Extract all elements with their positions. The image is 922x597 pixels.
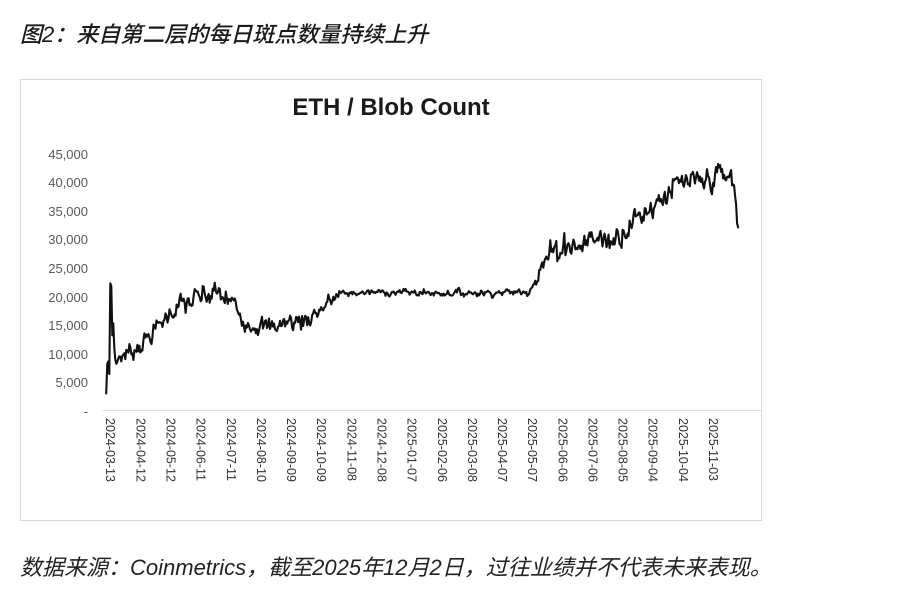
svg-text:2025-02-06: 2025-02-06 (435, 418, 449, 482)
svg-text:2025-11-03: 2025-11-03 (706, 418, 720, 481)
svg-text:2024-08-10: 2024-08-10 (254, 418, 268, 482)
svg-text:2025-07-06: 2025-07-06 (586, 418, 600, 482)
svg-text:2024-12-08: 2024-12-08 (375, 418, 389, 482)
svg-text:2024-05-12: 2024-05-12 (164, 418, 178, 482)
svg-text:2025-09-04: 2025-09-04 (646, 418, 660, 482)
svg-text:2025-03-08: 2025-03-08 (465, 418, 479, 482)
svg-text:2025-10-04: 2025-10-04 (676, 418, 690, 482)
svg-text:2024-06-11: 2024-06-11 (194, 418, 208, 481)
svg-text:2024-07-11: 2024-07-11 (224, 418, 238, 481)
svg-text:2025-05-07: 2025-05-07 (525, 418, 539, 482)
svg-text:2024-11-08: 2024-11-08 (344, 418, 358, 481)
svg-text:2024-04-12: 2024-04-12 (133, 418, 147, 482)
svg-text:2024-09-09: 2024-09-09 (284, 418, 298, 482)
svg-text:2024-10-09: 2024-10-09 (314, 418, 328, 482)
svg-text:2025-06-06: 2025-06-06 (555, 418, 569, 482)
svg-text:2024-03-13: 2024-03-13 (103, 418, 117, 482)
svg-text:2025-08-05: 2025-08-05 (616, 418, 630, 482)
svg-text:2025-01-07: 2025-01-07 (405, 418, 419, 482)
svg-text:2025-04-07: 2025-04-07 (495, 418, 509, 482)
